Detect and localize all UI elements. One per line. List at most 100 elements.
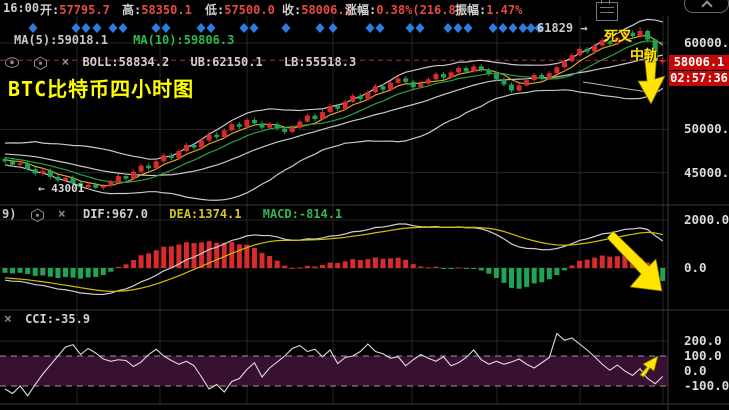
candle-body — [146, 165, 152, 169]
candle-body — [561, 61, 567, 68]
ohlc-high: 高:58350.1 — [122, 1, 192, 18]
macd-bar — [85, 268, 91, 278]
macd-bar — [17, 268, 23, 273]
macd-bar — [501, 268, 507, 283]
candle-body — [236, 124, 242, 127]
macd-bar — [448, 268, 454, 269]
macd-bar — [425, 267, 431, 269]
close-icon[interactable]: × — [61, 55, 70, 70]
low-value: 57500.0 — [224, 3, 275, 17]
candle-body — [40, 170, 46, 174]
candle-body — [93, 184, 99, 188]
candle-body — [584, 49, 590, 52]
macd-bar — [47, 268, 53, 277]
macd-bar — [108, 268, 114, 272]
candle-body — [259, 123, 265, 128]
candle-body — [456, 68, 462, 73]
candle-body — [115, 176, 121, 183]
macd-bar — [199, 242, 205, 268]
macd-bar — [10, 268, 16, 274]
event-diamond-icon — [508, 23, 518, 33]
axis-tick-label: 60000.0 — [684, 35, 729, 50]
macd-bar — [131, 260, 137, 268]
axis-tick-label: 45000.0 — [684, 164, 729, 180]
axis-tick-label: -100.0 — [684, 378, 729, 393]
macd-param: 9) — [2, 207, 17, 221]
macd-bar — [342, 261, 348, 268]
candle-body — [168, 155, 174, 158]
axis-tick-label: 0.0 — [684, 363, 707, 378]
close-icon[interactable]: × — [4, 312, 12, 327]
candle-body — [403, 78, 409, 82]
event-diamond-icon — [415, 23, 425, 33]
event-diamond-icon — [151, 23, 161, 33]
candle-body — [440, 74, 446, 78]
macd-bar — [440, 268, 446, 269]
candle-body — [516, 85, 522, 91]
chevron-up-icon — [700, 0, 713, 12]
macd-bar — [289, 267, 295, 269]
candle-body — [25, 163, 31, 170]
macd-bar — [2, 268, 8, 273]
candle-body — [17, 163, 23, 165]
candle-body — [577, 49, 583, 56]
ma10-value: MA(10):59806.3 — [133, 33, 235, 47]
candle-body — [161, 155, 167, 162]
macd-value: MACD:-814.1 — [262, 207, 343, 221]
macd-bar — [531, 268, 537, 284]
candle-body — [652, 39, 658, 60]
ma5-value: MA(5):59018.1 — [14, 33, 108, 47]
event-diamond-icon — [526, 23, 536, 33]
axis-tick-label: 200.0 — [684, 333, 722, 348]
event-diamond-icon — [239, 23, 249, 33]
boll-lb-value: LB:55518.3 — [283, 55, 357, 69]
amplitude-label: 振幅: — [455, 3, 487, 17]
macd-bar — [304, 265, 310, 268]
close-icon[interactable]: × — [57, 207, 66, 222]
macd-bar — [25, 268, 31, 275]
event-diamond-icon — [92, 23, 102, 33]
macd-bar — [403, 259, 409, 268]
candle-body — [410, 81, 416, 88]
hexagon-settings-icon[interactable] — [30, 207, 45, 222]
open-value: 57795.7 — [59, 3, 110, 17]
candle-body — [622, 32, 628, 38]
candle-body — [569, 55, 575, 62]
macd-bar — [312, 266, 318, 268]
candle-body — [350, 95, 356, 102]
candle-body — [10, 161, 16, 165]
trend-arrow-line — [582, 81, 655, 94]
clipboard-icon[interactable] — [596, 0, 618, 21]
macd-bar — [191, 243, 197, 268]
event-diamond-icon — [281, 23, 291, 33]
candle-body — [645, 30, 651, 40]
eye-icon[interactable] — [4, 56, 20, 69]
macd-bar — [584, 259, 590, 268]
macd-bar — [539, 268, 545, 283]
candle-body — [55, 176, 61, 181]
macd-bar — [509, 268, 515, 288]
collapse-panel-button[interactable] — [684, 0, 729, 13]
cci-value: CCI:-35.9 — [25, 312, 91, 326]
candle-body — [138, 165, 144, 172]
macd-bar — [516, 268, 522, 289]
macd-bar — [622, 255, 628, 268]
event-diamond-icon — [108, 23, 118, 33]
macd-bar — [599, 255, 605, 268]
candle-body — [78, 182, 84, 188]
macd-bar — [569, 265, 575, 268]
candle-body — [463, 68, 469, 72]
event-diamond-icon — [249, 23, 259, 33]
candle-body — [531, 74, 537, 81]
crosshair-time: 16:00 — [3, 1, 40, 15]
candle-body — [539, 74, 545, 79]
hexagon-settings-icon[interactable] — [33, 55, 48, 70]
macd-bar — [138, 255, 144, 268]
candle-body — [471, 66, 477, 72]
macd-bar — [251, 247, 257, 268]
candle-body — [131, 171, 137, 179]
open-label: 开: — [40, 3, 60, 17]
macd-bar — [244, 244, 250, 268]
candle-body — [327, 106, 333, 113]
